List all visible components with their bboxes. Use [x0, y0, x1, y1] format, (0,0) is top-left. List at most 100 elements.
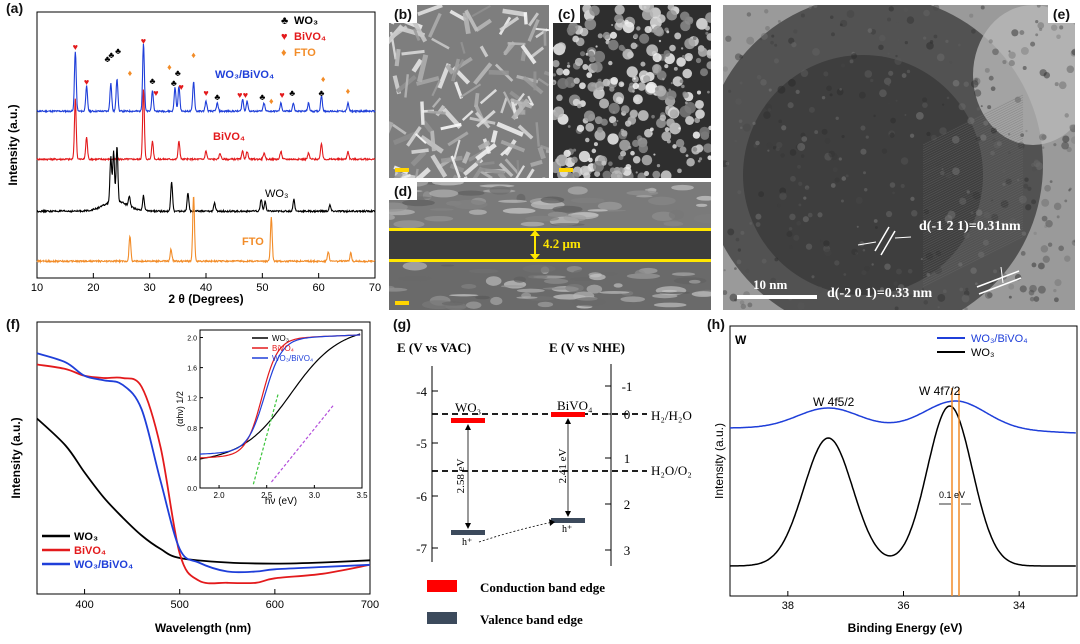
- xrd-chart: 10 20 30 40 50 60 70 ♥♥♣♣ ♣♦♥♣♥♦♣♣♥♦♥ ♣ ♥ ♥ ♣ ♦♥ ♣ ♣♦♦…: [6, 11, 381, 306]
- sem-image-d: 4.2 μm (d): [389, 182, 711, 310]
- xps-ylabel: Intensity (a.u.): [715, 423, 726, 499]
- inset-ytick: 1.6: [187, 366, 197, 373]
- sem-texture-b: [389, 5, 549, 178]
- xrd-peak-marker: ♥: [141, 36, 146, 46]
- peak-label-7-2: W 4f7/2: [919, 384, 961, 398]
- xps-xtick: 38: [782, 600, 794, 612]
- xps-xtick: 36: [897, 600, 909, 612]
- shift-label: 0.1 eV: [939, 490, 965, 500]
- band-left-tick: -7: [416, 541, 427, 556]
- xps-xlabel: Binding Energy (eV): [848, 621, 963, 635]
- legend-marker-wo3: ♣: [281, 15, 288, 27]
- band-diagram: E (V vs VAC) E (V vs NHE) -4-5-6-7 -1012…: [397, 340, 692, 627]
- uvvis-xlabel: Wavelength (nm): [155, 621, 251, 635]
- legend-h-composite: WO₃/BiVO₄: [971, 333, 1028, 345]
- tangent-green: [252, 393, 279, 485]
- xrd-peak-marker: ♦: [321, 74, 326, 84]
- xrd-peak-marker: ♦: [269, 96, 274, 106]
- tem-image-e: (e) d(-1 2 1)=0.31nm d(-2 0 1)=0.33 nm 1…: [723, 5, 1075, 310]
- curve-label-composite: WO₃/BiVO₄: [215, 69, 274, 81]
- sem-texture-c: [553, 5, 711, 178]
- bivo4-vb: [551, 518, 585, 523]
- panel-a: 10 20 30 40 50 60 70 ♥ ♥ ♣ ♣ ♣ ♦ ♥ ♣ ♥ ♦ ♣ ♣ ♥ ♦ ♥ ♣ ♥ ♥ ♣ ♦ ♥ ♣ ♣ ♦ ♦…: [0, 0, 385, 312]
- xps-element: W: [735, 333, 747, 347]
- curve-label-bivo4: BiVO₄: [213, 131, 245, 143]
- xrd-peak-marker: ♣: [104, 54, 110, 64]
- left-axis-title: E (V vs VAC): [397, 340, 471, 355]
- scale-bar-d: [395, 301, 409, 305]
- band-left-tick: -5: [416, 436, 427, 451]
- inset-ytick: 2.0: [187, 336, 197, 343]
- material-bivo4: BiVO₄: [557, 398, 593, 413]
- xrd-peak-marker: ♣: [259, 92, 265, 102]
- panel-label-f: (f): [6, 316, 20, 332]
- inset-xtick: 3.0: [309, 491, 321, 500]
- gap-bivo4: 2.41 eV: [557, 449, 569, 484]
- panel-label-b: (b): [389, 5, 417, 23]
- xrd-peak-marker: ♣: [115, 46, 121, 56]
- peak-label-5-2: W 4f5/2: [813, 395, 855, 409]
- xrd-peak-marker: ♥: [84, 77, 89, 87]
- sem-image-b: (b): [389, 5, 549, 178]
- legend-wo3: WO₃: [294, 15, 318, 27]
- tangent-purple: [271, 404, 334, 483]
- panel-label-d: (d): [389, 182, 417, 200]
- legend-marker-bivo4: ♥: [281, 31, 288, 43]
- inset-legend-wo3: WO₃: [272, 334, 289, 343]
- panel-label-h: (h): [707, 316, 725, 332]
- band-left-tick: -4: [416, 384, 427, 399]
- legend-marker-fto: ♦: [281, 47, 287, 59]
- xrd-xtick: 70: [369, 282, 381, 294]
- cb-legend-swatch: [427, 580, 457, 592]
- panel-label-g: (g): [393, 316, 411, 332]
- thickness-arrow: [530, 230, 540, 260]
- uvvis-xtick: 600: [266, 599, 284, 611]
- thickness-label: 4.2 μm: [543, 236, 581, 251]
- xrd-xtick: 50: [256, 282, 268, 294]
- inset-ytick: 1.2: [187, 396, 197, 403]
- band-right-tick: 2: [624, 497, 631, 512]
- xps-xtick: 34: [1013, 600, 1025, 612]
- xrd-peak-marker: ♣: [175, 68, 181, 78]
- xrd-xtick: 20: [87, 282, 99, 294]
- xrd-peak-marker: ♣: [319, 88, 325, 98]
- xrd-peak-marker: ♣: [214, 92, 220, 102]
- hole-wo3: h⁺: [462, 537, 472, 548]
- lattice-markers: [857, 226, 1022, 295]
- uvvis-xtick: 400: [75, 599, 93, 611]
- film-top-line: [389, 228, 711, 231]
- legend-bivo4: BiVO₄: [294, 31, 326, 43]
- xrd-peak-marker: ♥: [73, 42, 78, 52]
- band-right-tick: 3: [624, 543, 631, 558]
- inset-ytick: 0.0: [187, 486, 197, 493]
- xrd-peak-marker: ♥: [179, 82, 184, 92]
- xrd-xtick: 40: [200, 282, 212, 294]
- scale-bar-b: [395, 168, 409, 172]
- band-right-tick: 1: [624, 451, 631, 466]
- xrd-peak-marker: ♥: [153, 88, 158, 98]
- uvvis-series-2: [36, 352, 371, 574]
- inset-xtick: 2.0: [213, 491, 225, 500]
- curve-label-wo3: WO₃: [265, 188, 288, 200]
- scale-bar-c: [559, 168, 573, 172]
- legend-f-bivo4: BiVO₄: [74, 545, 106, 557]
- panel-label-a: (a): [6, 0, 24, 16]
- legend-f-composite: WO₃/BiVO₄: [74, 559, 133, 571]
- inset-ylabel: (αhν) 1/2: [175, 391, 185, 427]
- uvvis-series-0: [36, 417, 371, 565]
- xrd-series-3: [36, 196, 376, 264]
- d-spacing-201: d(-2 0 1)=0.33 nm: [827, 286, 933, 301]
- xps-series-wo3: [729, 405, 1076, 567]
- xrd-xtick: 10: [31, 282, 43, 294]
- inset-legend-composite: WO₃/BiVO₄: [272, 354, 313, 363]
- xrd-ylabel: Intensity (a.u.): [6, 104, 20, 185]
- xrd-xlabel: 2 θ (Degrees): [168, 292, 243, 306]
- right-axis-title: E (V vs NHE): [549, 340, 625, 355]
- xrd-series-2: [36, 146, 376, 214]
- xrd-peak-marker: ♣: [289, 88, 295, 98]
- band-right-tick: -1: [622, 379, 633, 394]
- inset-xtick: 3.5: [356, 491, 368, 500]
- vb-legend-swatch: [427, 612, 457, 624]
- uvvis-xtick: 700: [361, 599, 379, 611]
- panel-h: W WO₃/BiVO₄ WO₃ 38 36 34 W 4f5/2 W 4f7/2 0…: [707, 316, 1080, 639]
